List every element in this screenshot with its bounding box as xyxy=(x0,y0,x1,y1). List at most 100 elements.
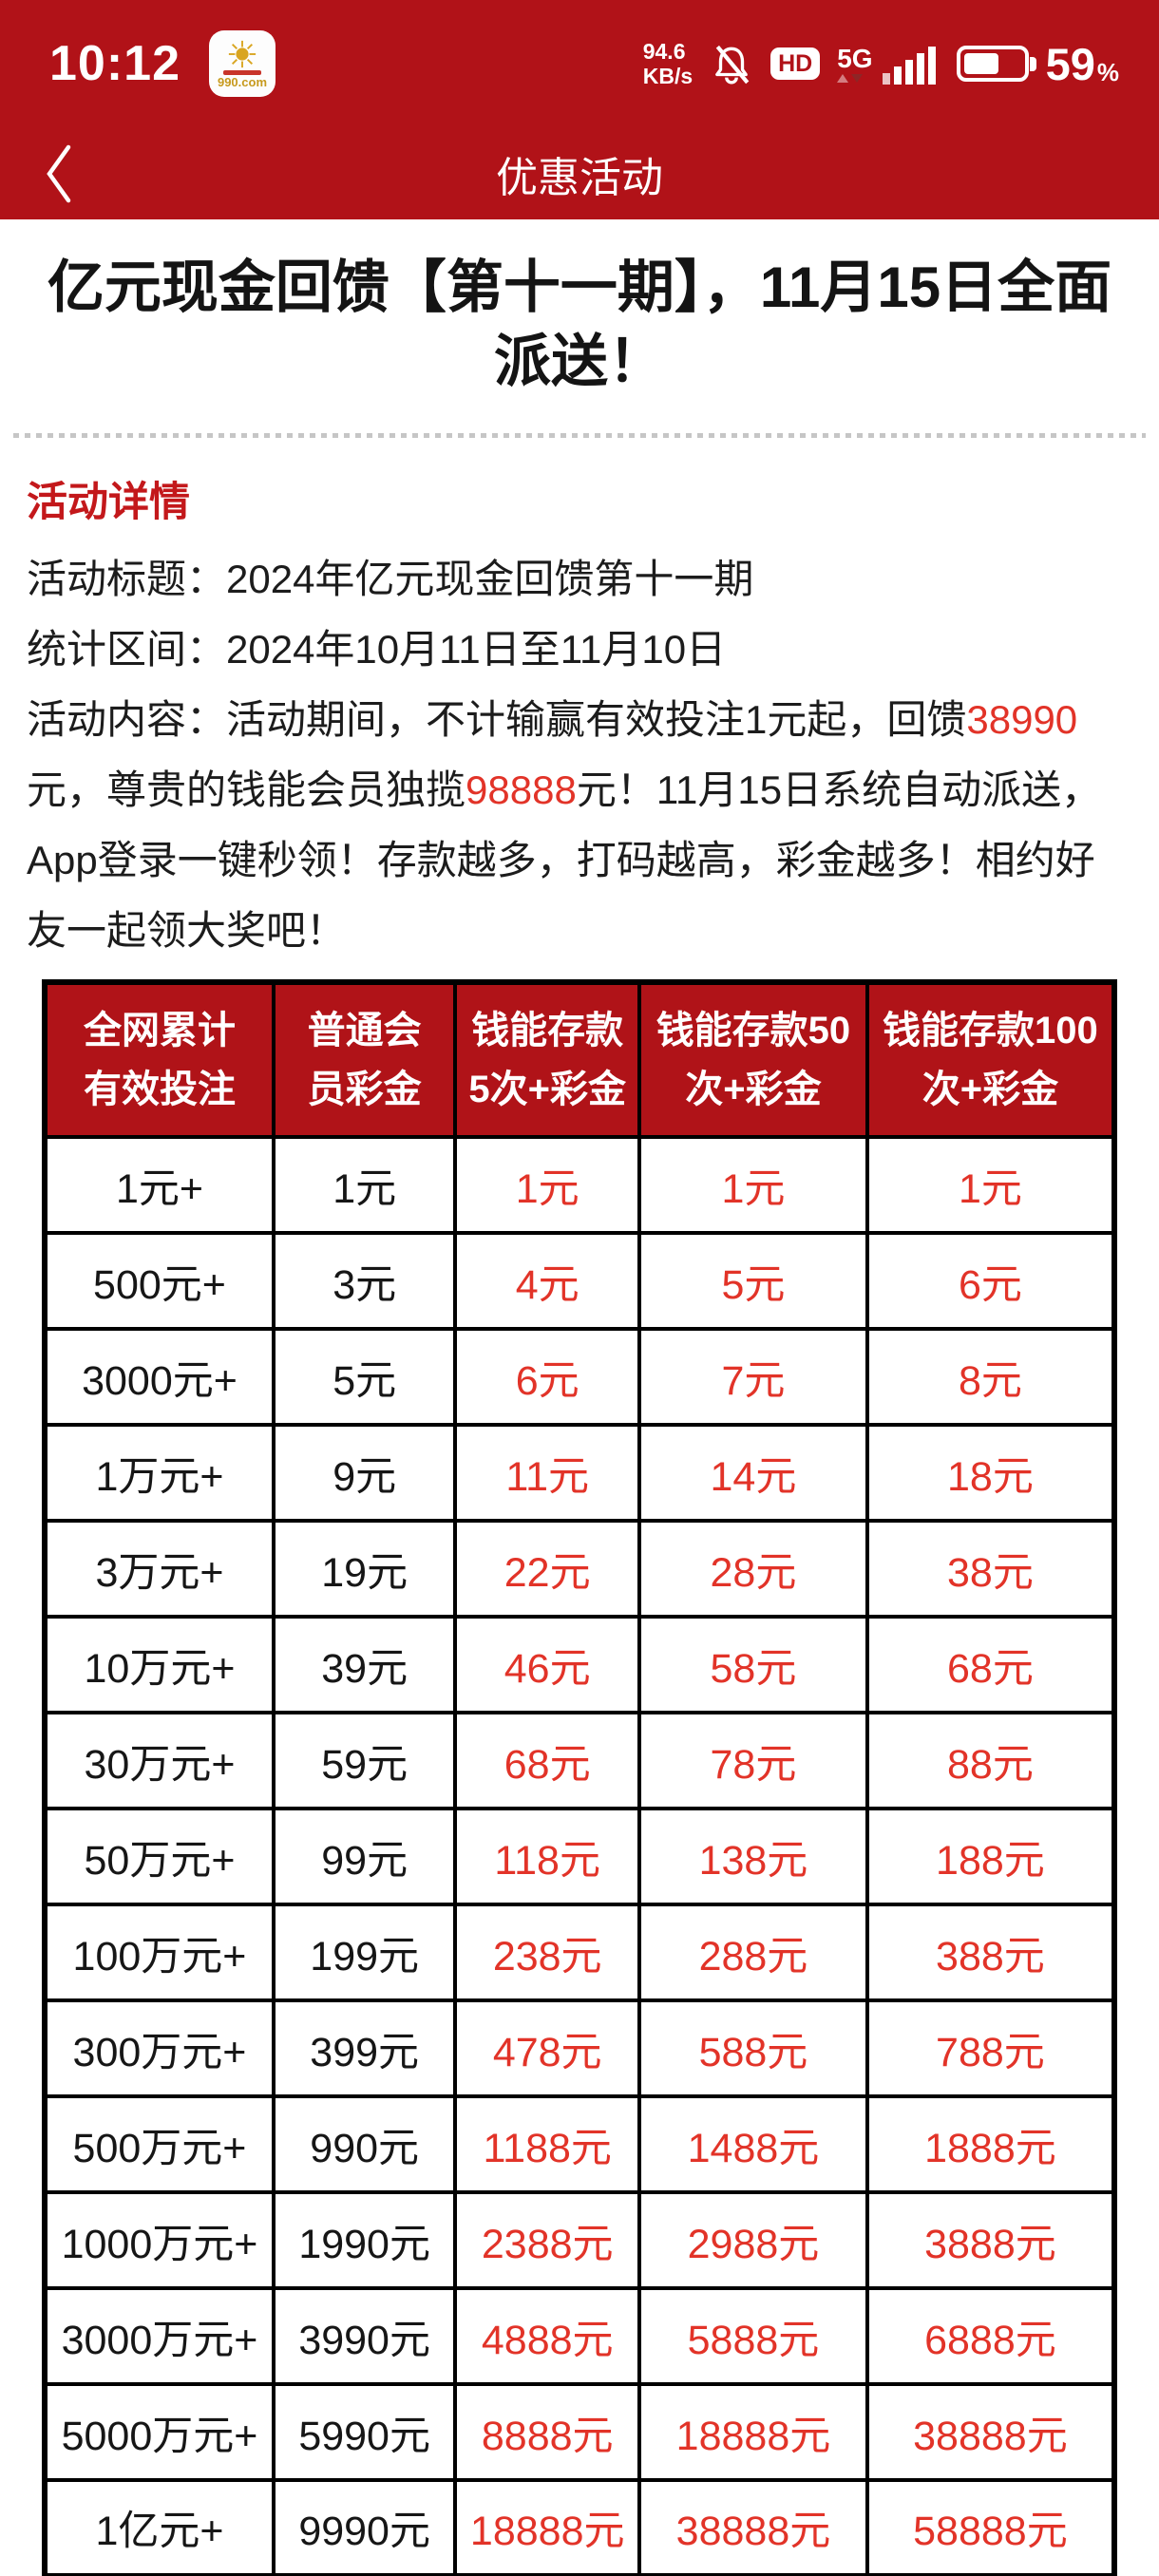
badge-tiny-text xyxy=(223,69,261,75)
speed-value: 94.6 xyxy=(642,39,686,64)
table-cell: 39元 xyxy=(271,1615,458,1714)
network-speed: 94.6 KB/s xyxy=(643,39,693,88)
table-cell: 300万元+ xyxy=(43,1998,276,2098)
table-cell: 5元 xyxy=(637,1231,869,1331)
table-cell: 5元 xyxy=(271,1327,458,1427)
table-cell: 100万元+ xyxy=(43,1903,276,2002)
table-cell: 3万元+ xyxy=(43,1519,276,1619)
table-row: 50万元+ 99元 118元 138元 188元 xyxy=(43,1807,1117,1906)
table-cell: 478元 xyxy=(453,1998,642,2098)
bonus-table: 全网累计 有效投注 普通会 员彩金 钱能存款 5次+彩金 钱能存款50 次+彩金 钱能存… xyxy=(42,979,1117,2576)
section-heading: 活动详情 xyxy=(27,480,190,525)
table-cell: 5888元 xyxy=(637,2286,869,2386)
table-cell: 1000万元+ xyxy=(43,2190,276,2290)
table-cell: 38元 xyxy=(864,1519,1117,1619)
header-deposit-50: 钱能存款50 次+彩金 xyxy=(637,980,869,1139)
table-cell: 8888元 xyxy=(453,2382,642,2482)
nav-bar: 优惠活动 xyxy=(0,127,1159,219)
status-bar: 10:12 990.com 94.6 KB/s HD xyxy=(0,0,1159,127)
table-row: 30万元+ 59元 68元 78元 88元 xyxy=(43,1711,1117,1810)
status-icons: 94.6 KB/s HD 5G 59 % xyxy=(643,39,1119,88)
content-text: 活动内容：活动期间，不计输赢有效投注1元起，回馈 xyxy=(27,697,967,742)
table-cell: 3000万元+ xyxy=(43,2286,276,2386)
highlight-amount: 38990 xyxy=(966,697,1078,742)
signal-bars-icon xyxy=(882,47,936,85)
mute-bell-icon xyxy=(715,45,750,85)
table-cell: 500元+ xyxy=(43,1231,276,1331)
table-cell: 46元 xyxy=(453,1615,642,1714)
activity-period-line: 统计区间：2024年10月11日至11月10日 xyxy=(27,627,727,672)
page-header-title: 优惠活动 xyxy=(496,154,663,201)
table-cell: 19元 xyxy=(271,1519,458,1619)
table-row: 500元+ 3元 4元 5元 6元 xyxy=(43,1231,1117,1331)
table-row: 5000万元+ 5990元 8888元 18888元 38888元 xyxy=(43,2382,1117,2482)
table-cell: 2388元 xyxy=(453,2190,642,2290)
battery-percent: 59 % xyxy=(1045,38,1119,89)
table-row: 1万元+ 9元 11元 14元 18元 xyxy=(43,1423,1117,1523)
table-cell: 6元 xyxy=(864,1231,1117,1331)
table-cell: 1元 xyxy=(637,1135,869,1235)
data-arrows-icon xyxy=(837,73,864,83)
table-cell: 9元 xyxy=(271,1423,458,1523)
activity-content: 活动内容：活动期间，不计输赢有效投注1元起，回馈38990 元，尊贵的钱能会员独揽… xyxy=(27,685,1132,966)
network-type: 5G xyxy=(837,45,873,83)
table-cell: 138元 xyxy=(637,1807,869,1906)
content-text: 元！11月15日系统自动派送，App登录一键秒领！存款越多，打码越高，彩金越多！… xyxy=(27,767,1102,953)
table-cell: 788元 xyxy=(864,1998,1117,2098)
table-cell: 118元 xyxy=(453,1807,642,1906)
table-cell: 199元 xyxy=(271,1903,458,2002)
table-row: 1亿元+ 9990元 18888元 38888元 58888元 xyxy=(43,2478,1117,2576)
table-cell: 3888元 xyxy=(864,2190,1117,2290)
table-cell: 1万元+ xyxy=(43,1423,276,1523)
back-icon[interactable] xyxy=(42,142,76,206)
table-cell: 6元 xyxy=(453,1327,642,1427)
status-time: 10:12 xyxy=(49,36,180,91)
table-cell: 238元 xyxy=(453,1903,642,2002)
table-cell: 288元 xyxy=(637,1903,869,2002)
content-text: 元，尊贵的钱能会员独揽 xyxy=(27,767,466,812)
table-cell: 1亿元+ xyxy=(43,2478,276,2576)
table-cell: 14元 xyxy=(637,1423,869,1523)
table-row: 1000万元+ 1990元 2388元 2988元 3888元 xyxy=(43,2190,1117,2290)
activity-title-line: 活动标题：2024年亿元现金回馈第十一期 xyxy=(27,557,754,601)
table-row: 3000万元+ 3990元 4888元 5888元 6888元 xyxy=(43,2286,1117,2386)
table-cell: 1元 xyxy=(864,1135,1117,1235)
table-cell: 9990元 xyxy=(271,2478,458,2576)
table-cell: 3000元+ xyxy=(43,1327,276,1427)
table-cell: 3990元 xyxy=(271,2286,458,2386)
table-cell: 1888元 xyxy=(864,2094,1117,2194)
app-badge-icon: 990.com xyxy=(209,30,276,97)
table-cell: 3元 xyxy=(271,1231,458,1331)
sunburst-icon xyxy=(228,40,256,67)
table-cell: 30万元+ xyxy=(43,1711,276,1810)
badge-domain: 990.com xyxy=(217,74,268,89)
table-cell: 58888元 xyxy=(864,2478,1117,2576)
table-cell: 7元 xyxy=(637,1327,869,1427)
table-cell: 1元+ xyxy=(43,1135,276,1235)
table-cell: 10万元+ xyxy=(43,1615,276,1714)
table-cell: 88元 xyxy=(864,1711,1117,1810)
table-cell: 388元 xyxy=(864,1903,1117,2002)
table-cell: 38888元 xyxy=(864,2382,1117,2482)
speed-unit: KB/s xyxy=(642,64,694,88)
header-total-bets: 全网累计 有效投注 xyxy=(43,980,276,1139)
table-cell: 1188元 xyxy=(453,2094,642,2194)
table-cell: 28元 xyxy=(637,1519,869,1619)
table-cell: 399元 xyxy=(271,1998,458,2098)
table-cell: 588元 xyxy=(637,1998,869,2098)
promo-title: 亿元现金回馈【第十一期】，11月15日全面派送！ xyxy=(47,256,1112,393)
table-cell: 1990元 xyxy=(271,2190,458,2290)
header-normal-member: 普通会 员彩金 xyxy=(271,980,458,1139)
table-cell: 500万元+ xyxy=(43,2094,276,2194)
battery-icon xyxy=(956,46,1036,82)
table-cell: 18888元 xyxy=(637,2382,869,2482)
table-cell: 1元 xyxy=(453,1135,642,1235)
table-cell: 22元 xyxy=(453,1519,642,1619)
table-row: 3000元+ 5元 6元 7元 8元 xyxy=(43,1327,1117,1427)
hd-badge-icon: HD xyxy=(770,47,821,80)
table-cell: 50万元+ xyxy=(43,1807,276,1906)
table-cell: 990元 xyxy=(271,2094,458,2194)
table-row: 3万元+ 19元 22元 28元 38元 xyxy=(43,1519,1117,1619)
header-deposit-5: 钱能存款 5次+彩金 xyxy=(453,980,642,1139)
table-cell: 8元 xyxy=(864,1327,1117,1427)
